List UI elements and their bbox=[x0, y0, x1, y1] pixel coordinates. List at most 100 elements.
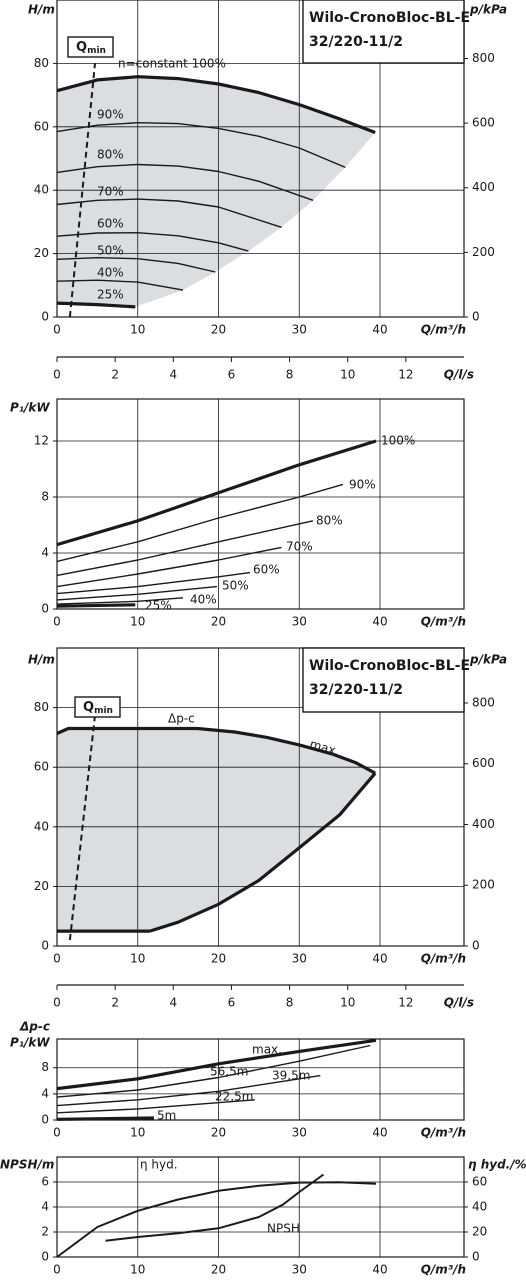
x-tick-label: 40 bbox=[372, 615, 387, 629]
x-tick-label: 30 bbox=[292, 615, 307, 629]
x-tick-label: 10 bbox=[130, 1126, 145, 1140]
curve-label: 40% bbox=[97, 266, 124, 280]
y2-tick-label: 600 bbox=[472, 756, 495, 770]
x-tick-label: 10 bbox=[130, 615, 145, 629]
curve-label: 90% bbox=[349, 478, 376, 492]
x2-tick-label: 8 bbox=[286, 368, 294, 382]
x-tick-label: 0 bbox=[53, 952, 61, 966]
y-tick-label: 2 bbox=[41, 1225, 49, 1239]
y-tick-label: 60 bbox=[34, 760, 49, 774]
y-tick-label: 20 bbox=[34, 246, 49, 260]
y-tick-label: 4 bbox=[41, 1200, 49, 1214]
x-tick-label: 30 bbox=[292, 1263, 307, 1277]
qmin-line bbox=[68, 715, 96, 941]
title-box bbox=[302, 0, 465, 64]
y2-tick-label: 800 bbox=[472, 51, 495, 65]
operating-region bbox=[57, 728, 376, 932]
chart-title: Wilo-CronoBloc-BL-E bbox=[309, 10, 470, 26]
y2-axis-label: η hyd./% bbox=[468, 1158, 526, 1172]
curve-label: 80% bbox=[97, 148, 124, 162]
curve-label: n=constant 100% bbox=[118, 57, 226, 71]
y2-tick-label: 0 bbox=[472, 310, 480, 324]
title-box bbox=[302, 647, 465, 713]
curve bbox=[56, 1044, 371, 1098]
curve bbox=[56, 198, 282, 228]
y-tick-label: 0 bbox=[41, 602, 49, 616]
x2-tick-label: 4 bbox=[169, 368, 177, 382]
qmin-label: Qmin bbox=[83, 700, 113, 716]
x-tick-label: 40 bbox=[372, 1126, 387, 1140]
x2-tick-label: 12 bbox=[398, 368, 413, 382]
y2-tick-label: 40 bbox=[472, 1200, 487, 1214]
curve bbox=[56, 122, 346, 169]
y2-axis-label: p/kPa bbox=[469, 3, 507, 17]
y-tick-label: 40 bbox=[34, 183, 49, 197]
y2-tick-label: 0 bbox=[472, 1250, 480, 1264]
x-tick-label: 40 bbox=[372, 323, 387, 337]
curve bbox=[149, 772, 377, 933]
plot-frame bbox=[56, 398, 465, 610]
curve bbox=[56, 257, 216, 273]
x-tick-label: 30 bbox=[292, 323, 307, 337]
curve-label: 80% bbox=[316, 514, 343, 528]
y-tick-label: 60 bbox=[34, 119, 49, 133]
curve-label: 25% bbox=[145, 599, 172, 613]
curve bbox=[197, 726, 376, 775]
y2-tick-label: 0 bbox=[472, 939, 480, 953]
curve bbox=[56, 1038, 377, 1091]
x-tick-label: 20 bbox=[211, 1263, 226, 1277]
x-tick-label: 20 bbox=[211, 323, 226, 337]
x2-axis-label: Q/l/s bbox=[444, 368, 474, 382]
y2-tick-label: 400 bbox=[472, 817, 495, 831]
curve-label: Δp-c bbox=[168, 712, 195, 726]
y-axis-label: P₁/kW bbox=[10, 1036, 50, 1050]
x-tick-label: 10 bbox=[130, 952, 145, 966]
curve-label: 90% bbox=[97, 108, 124, 122]
qmin-q: Q bbox=[83, 700, 94, 715]
x-axis-label: Q/m³/h bbox=[421, 323, 466, 337]
x-tick-label: 20 bbox=[211, 1126, 226, 1140]
qmin-q: Q bbox=[76, 40, 87, 55]
y-axis-label: H/m bbox=[28, 653, 55, 667]
curve-label: 60% bbox=[97, 217, 124, 231]
curve-label: 60% bbox=[253, 563, 280, 577]
y-tick-label: 80 bbox=[34, 700, 49, 714]
x2-tick-label: 2 bbox=[111, 368, 119, 382]
x-axis-label: Q/m³/h bbox=[421, 615, 466, 629]
curve-label: 100% bbox=[381, 434, 415, 448]
qmin-label: Qmin bbox=[76, 40, 106, 56]
y2-tick-label: 600 bbox=[472, 116, 495, 130]
qmin-box bbox=[74, 696, 121, 718]
y-axis-label: NPSH/m bbox=[0, 1158, 54, 1172]
y-tick-label: 0 bbox=[41, 310, 49, 324]
operating-region bbox=[57, 76, 376, 307]
curve bbox=[56, 585, 217, 601]
y-axis-label: H/m bbox=[28, 3, 55, 17]
curve-label: 40% bbox=[190, 593, 217, 607]
curve bbox=[56, 603, 136, 608]
curve-label: 22,5m bbox=[215, 1090, 253, 1104]
qmin-line bbox=[68, 63, 96, 318]
qmin-box bbox=[67, 36, 114, 58]
x-tick-label: 0 bbox=[53, 1126, 61, 1140]
y-tick-label: 0 bbox=[41, 1250, 49, 1264]
y-tick-label: 0 bbox=[41, 1113, 49, 1127]
x2-tick-label: 0 bbox=[53, 996, 61, 1010]
y-axis-label: P₁/kW bbox=[10, 401, 50, 415]
x-tick-label: 30 bbox=[292, 952, 307, 966]
curve bbox=[56, 279, 184, 291]
curve-label: 39,5m bbox=[272, 1069, 310, 1083]
curve bbox=[56, 1099, 255, 1114]
x-tick-label: 40 bbox=[372, 952, 387, 966]
curve bbox=[56, 1181, 377, 1258]
y2-tick-label: 20 bbox=[472, 1225, 487, 1239]
curve-label: 5m bbox=[157, 1109, 176, 1123]
qmin-sub: min bbox=[94, 706, 113, 716]
x2-tick-label: 0 bbox=[53, 368, 61, 382]
curve bbox=[56, 571, 251, 595]
x2-tick-label: 2 bbox=[111, 996, 119, 1010]
curve bbox=[56, 520, 314, 577]
y2-tick-label: 400 bbox=[472, 180, 495, 194]
